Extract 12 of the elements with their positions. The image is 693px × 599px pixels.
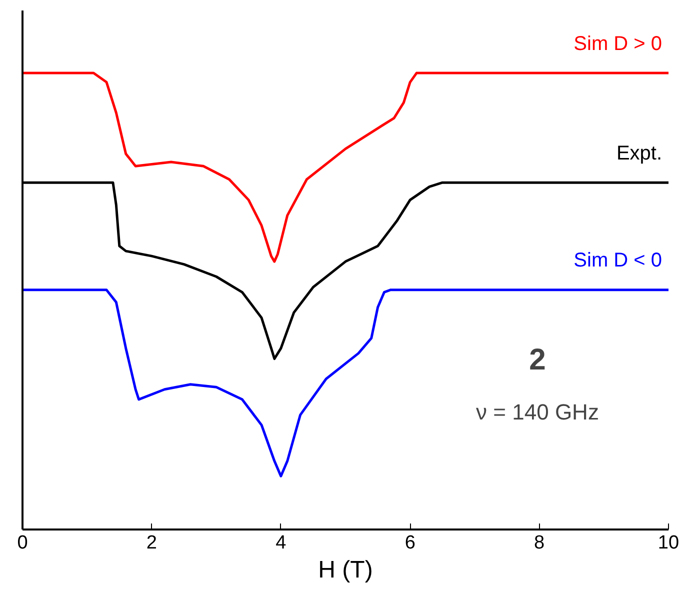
x-tick-label: 8	[534, 532, 545, 554]
x-tick-label: 6	[404, 532, 416, 554]
x-tick-label: 4	[276, 532, 287, 554]
x-axis-title: H (T)	[318, 556, 373, 584]
series-label: Sim D < 0	[574, 250, 662, 272]
x-tick-label: 0	[17, 532, 28, 554]
annotation: ν = 140 GHz	[476, 400, 599, 424]
series-label: Expt.	[616, 142, 662, 164]
x-tick-label: 2	[146, 532, 157, 554]
annotation: 2	[529, 344, 546, 376]
x-tick-label: 10	[658, 532, 680, 554]
series-label: Sim D > 0	[574, 32, 662, 55]
